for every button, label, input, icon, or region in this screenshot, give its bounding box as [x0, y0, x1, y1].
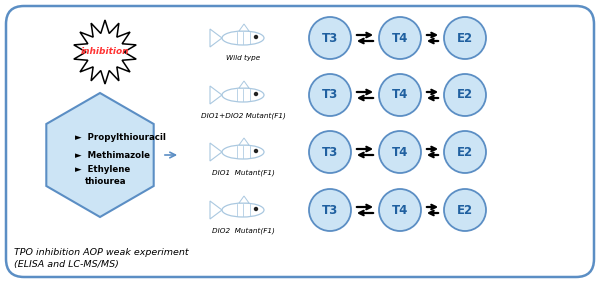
Text: T3: T3 — [322, 145, 338, 158]
Circle shape — [309, 131, 351, 173]
Polygon shape — [74, 20, 136, 84]
Ellipse shape — [222, 88, 264, 102]
Text: E2: E2 — [457, 203, 473, 216]
Polygon shape — [239, 138, 249, 145]
Circle shape — [379, 74, 421, 116]
Text: T4: T4 — [392, 31, 408, 44]
Text: E2: E2 — [457, 31, 473, 44]
Circle shape — [254, 149, 258, 153]
Circle shape — [379, 189, 421, 231]
Polygon shape — [210, 201, 222, 219]
Polygon shape — [239, 24, 249, 31]
Text: E2: E2 — [457, 145, 473, 158]
Circle shape — [444, 189, 486, 231]
FancyBboxPatch shape — [6, 6, 594, 277]
Text: ►  Ethylene: ► Ethylene — [75, 166, 130, 175]
Text: T3: T3 — [322, 31, 338, 44]
Text: T3: T3 — [322, 89, 338, 102]
Circle shape — [379, 131, 421, 173]
Ellipse shape — [222, 145, 264, 159]
Circle shape — [379, 17, 421, 59]
Circle shape — [309, 74, 351, 116]
Text: T4: T4 — [392, 89, 408, 102]
Polygon shape — [210, 143, 222, 161]
Text: ►  Methimazole: ► Methimazole — [75, 151, 150, 160]
Circle shape — [444, 74, 486, 116]
Ellipse shape — [222, 203, 264, 217]
Polygon shape — [210, 86, 222, 104]
Circle shape — [254, 35, 258, 39]
Polygon shape — [210, 29, 222, 47]
Polygon shape — [239, 196, 249, 203]
Text: T4: T4 — [392, 145, 408, 158]
Text: T3: T3 — [322, 203, 338, 216]
Text: T4: T4 — [392, 203, 408, 216]
Circle shape — [254, 207, 258, 211]
Text: DIO1+DIO2 Mutant(F1): DIO1+DIO2 Mutant(F1) — [200, 112, 286, 119]
Circle shape — [309, 189, 351, 231]
Polygon shape — [239, 81, 249, 88]
Text: DIO2  Mutant(F1): DIO2 Mutant(F1) — [212, 227, 274, 233]
Text: DIO1  Mutant(F1): DIO1 Mutant(F1) — [212, 169, 274, 176]
Text: TPO inhibition AOP weak experiment
(ELISA and LC-MS/MS): TPO inhibition AOP weak experiment (ELIS… — [14, 248, 188, 269]
Text: thiourea: thiourea — [85, 177, 127, 186]
Circle shape — [444, 17, 486, 59]
Circle shape — [254, 92, 258, 96]
Text: ►  Propylthiouracil: ► Propylthiouracil — [75, 134, 166, 143]
Text: E2: E2 — [457, 89, 473, 102]
Polygon shape — [46, 93, 154, 217]
Circle shape — [444, 131, 486, 173]
Text: inhibition: inhibition — [81, 48, 129, 57]
Ellipse shape — [222, 31, 264, 45]
Text: Wild type: Wild type — [226, 55, 260, 61]
Circle shape — [309, 17, 351, 59]
